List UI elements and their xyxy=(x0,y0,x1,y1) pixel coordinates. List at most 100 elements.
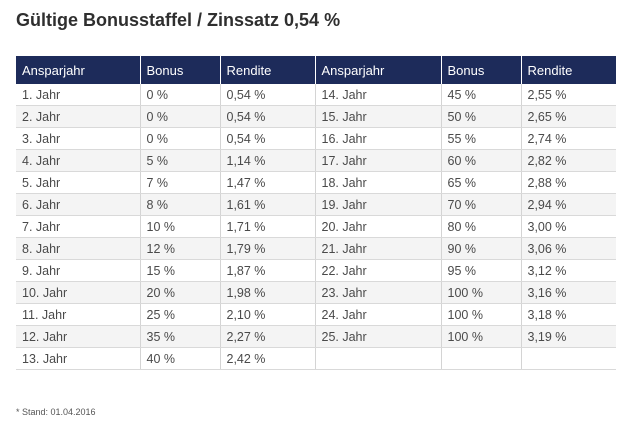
table-row: 9. Jahr 15 % 1,87 % 22. Jahr 95 % 3,12 % xyxy=(16,259,616,282)
table-cell-bonus: 5 % xyxy=(140,149,221,172)
table-row: 4. Jahr 5 % 1,14 % 17. Jahr 60 % 2,82 % xyxy=(16,149,616,172)
table-cell-ansparjahr: 5. Jahr xyxy=(16,171,141,194)
bonus-table: Ansparjahr Bonus Rendite Ansparjahr Bonu… xyxy=(16,56,616,370)
table-cell-rendite: 1,71 % xyxy=(220,215,316,238)
footnote: * Stand: 01.04.2016 xyxy=(16,407,96,417)
table-cell-rendite: 3,00 % xyxy=(521,215,616,238)
table-cell-bonus: 8 % xyxy=(140,193,221,216)
table-cell-ansparjahr: 6. Jahr xyxy=(16,193,141,216)
table-cell-rendite: 1,47 % xyxy=(220,171,316,194)
table-cell-ansparjahr: 3. Jahr xyxy=(16,127,141,150)
table-cell-bonus: 0 % xyxy=(140,105,221,128)
table-cell-bonus: 0 % xyxy=(140,84,221,106)
table-cell-bonus: 95 % xyxy=(441,259,522,282)
table-cell-bonus: 55 % xyxy=(441,127,522,150)
column-header-rendite: Rendite xyxy=(220,56,316,84)
table-row: 12. Jahr 35 % 2,27 % 25. Jahr 100 % 3,19 % xyxy=(16,325,616,348)
table-cell-ansparjahr: 21. Jahr xyxy=(315,237,442,260)
table-row: 10. Jahr 20 % 1,98 % 23. Jahr 100 % 3,16 % xyxy=(16,281,616,304)
table-cell-bonus: 70 % xyxy=(441,193,522,216)
table-cell-bonus xyxy=(441,347,522,370)
table-cell-ansparjahr: 11. Jahr xyxy=(16,303,141,326)
table-row: 5. Jahr 7 % 1,47 % 18. Jahr 65 % 2,88 % xyxy=(16,171,616,194)
table-cell-bonus: 40 % xyxy=(140,347,221,370)
table-cell-rendite xyxy=(521,347,616,370)
table-cell-ansparjahr: 9. Jahr xyxy=(16,259,141,282)
table-cell-ansparjahr: 17. Jahr xyxy=(315,149,442,172)
table-row: 8. Jahr 12 % 1,79 % 21. Jahr 90 % 3,06 % xyxy=(16,237,616,260)
table-cell-ansparjahr: 24. Jahr xyxy=(315,303,442,326)
table-cell-ansparjahr: 22. Jahr xyxy=(315,259,442,282)
table-cell-ansparjahr: 1. Jahr xyxy=(16,84,141,106)
table-cell-ansparjahr: 15. Jahr xyxy=(315,105,442,128)
table-cell-rendite: 1,98 % xyxy=(220,281,316,304)
table-cell-bonus: 25 % xyxy=(140,303,221,326)
table-cell-bonus: 60 % xyxy=(441,149,522,172)
table-cell-ansparjahr: 8. Jahr xyxy=(16,237,141,260)
table-cell-bonus: 100 % xyxy=(441,325,522,348)
column-header-rendite: Rendite xyxy=(521,56,616,84)
table-cell-bonus: 100 % xyxy=(441,303,522,326)
table-row: 6. Jahr 8 % 1,61 % 19. Jahr 70 % 2,94 % xyxy=(16,193,616,216)
column-header-ansparjahr: Ansparjahr xyxy=(16,56,141,84)
table-row: 11. Jahr 25 % 2,10 % 24. Jahr 100 % 3,18 % xyxy=(16,303,616,326)
table-cell-bonus: 80 % xyxy=(441,215,522,238)
table-cell-rendite: 1,79 % xyxy=(220,237,316,260)
table-cell-ansparjahr: 23. Jahr xyxy=(315,281,442,304)
table-cell-bonus: 90 % xyxy=(441,237,522,260)
column-header-ansparjahr: Ansparjahr xyxy=(315,56,442,84)
table-cell-bonus: 45 % xyxy=(441,84,522,106)
table-cell-rendite: 2,88 % xyxy=(521,171,616,194)
table-row: 7. Jahr 10 % 1,71 % 20. Jahr 80 % 3,00 % xyxy=(16,215,616,238)
table-cell-rendite: 1,61 % xyxy=(220,193,316,216)
table-cell-rendite: 3,18 % xyxy=(521,303,616,326)
table-cell-ansparjahr: 7. Jahr xyxy=(16,215,141,238)
table-cell-ansparjahr: 2. Jahr xyxy=(16,105,141,128)
table-cell-bonus: 10 % xyxy=(140,215,221,238)
table-cell-rendite: 2,82 % xyxy=(521,149,616,172)
table-cell-bonus: 35 % xyxy=(140,325,221,348)
table-cell-rendite: 2,94 % xyxy=(521,193,616,216)
column-header-bonus: Bonus xyxy=(140,56,221,84)
page-title: Gültige Bonusstaffel / Zinssatz 0,54 % xyxy=(16,10,341,30)
table-cell-rendite: 2,42 % xyxy=(220,347,316,370)
table-cell-ansparjahr: 25. Jahr xyxy=(315,325,442,348)
table-cell-rendite: 2,27 % xyxy=(220,325,316,348)
table-cell-rendite: 3,12 % xyxy=(521,259,616,282)
table-cell-rendite: 2,74 % xyxy=(521,127,616,150)
table-cell-bonus: 65 % xyxy=(441,171,522,194)
table-row: 3. Jahr 0 % 0,54 % 16. Jahr 55 % 2,74 % xyxy=(16,127,616,150)
table-cell-rendite: 0,54 % xyxy=(220,84,316,106)
table-cell-rendite: 3,06 % xyxy=(521,237,616,260)
table-cell-rendite: 2,65 % xyxy=(521,105,616,128)
table-cell-rendite: 2,55 % xyxy=(521,84,616,106)
table-body: 1. Jahr 0 % 0,54 % 14. Jahr 45 % 2,55 % 2. Jah… xyxy=(16,84,616,370)
table-row: 13. Jahr 40 % 2,42 % xyxy=(16,347,616,370)
table-cell-ansparjahr: 14. Jahr xyxy=(315,84,442,106)
table-cell-rendite: 1,87 % xyxy=(220,259,316,282)
table-cell-rendite: 0,54 % xyxy=(220,127,316,150)
table-cell-ansparjahr: 13. Jahr xyxy=(16,347,141,370)
table-cell-bonus: 20 % xyxy=(140,281,221,304)
table-cell-ansparjahr: 10. Jahr xyxy=(16,281,141,304)
table-cell-bonus: 15 % xyxy=(140,259,221,282)
table-cell-bonus: 7 % xyxy=(140,171,221,194)
table-cell-ansparjahr: 18. Jahr xyxy=(315,171,442,194)
table-cell-ansparjahr: 19. Jahr xyxy=(315,193,442,216)
table-cell-rendite: 0,54 % xyxy=(220,105,316,128)
table-header-row: Ansparjahr Bonus Rendite Ansparjahr Bonu… xyxy=(16,56,616,84)
table-cell-rendite: 2,10 % xyxy=(220,303,316,326)
table-cell-ansparjahr: 12. Jahr xyxy=(16,325,141,348)
table-row: 2. Jahr 0 % 0,54 % 15. Jahr 50 % 2,65 % xyxy=(16,105,616,128)
table-cell-ansparjahr: 16. Jahr xyxy=(315,127,442,150)
table-cell-bonus: 50 % xyxy=(441,105,522,128)
table-cell-bonus: 0 % xyxy=(140,127,221,150)
column-header-bonus: Bonus xyxy=(441,56,522,84)
table-cell-rendite: 3,16 % xyxy=(521,281,616,304)
table-cell-bonus: 100 % xyxy=(441,281,522,304)
table-row: 1. Jahr 0 % 0,54 % 14. Jahr 45 % 2,55 % xyxy=(16,84,616,106)
table-cell-bonus: 12 % xyxy=(140,237,221,260)
table-cell-rendite: 3,19 % xyxy=(521,325,616,348)
table-cell-ansparjahr: 20. Jahr xyxy=(315,215,442,238)
table-cell-ansparjahr xyxy=(315,347,442,370)
